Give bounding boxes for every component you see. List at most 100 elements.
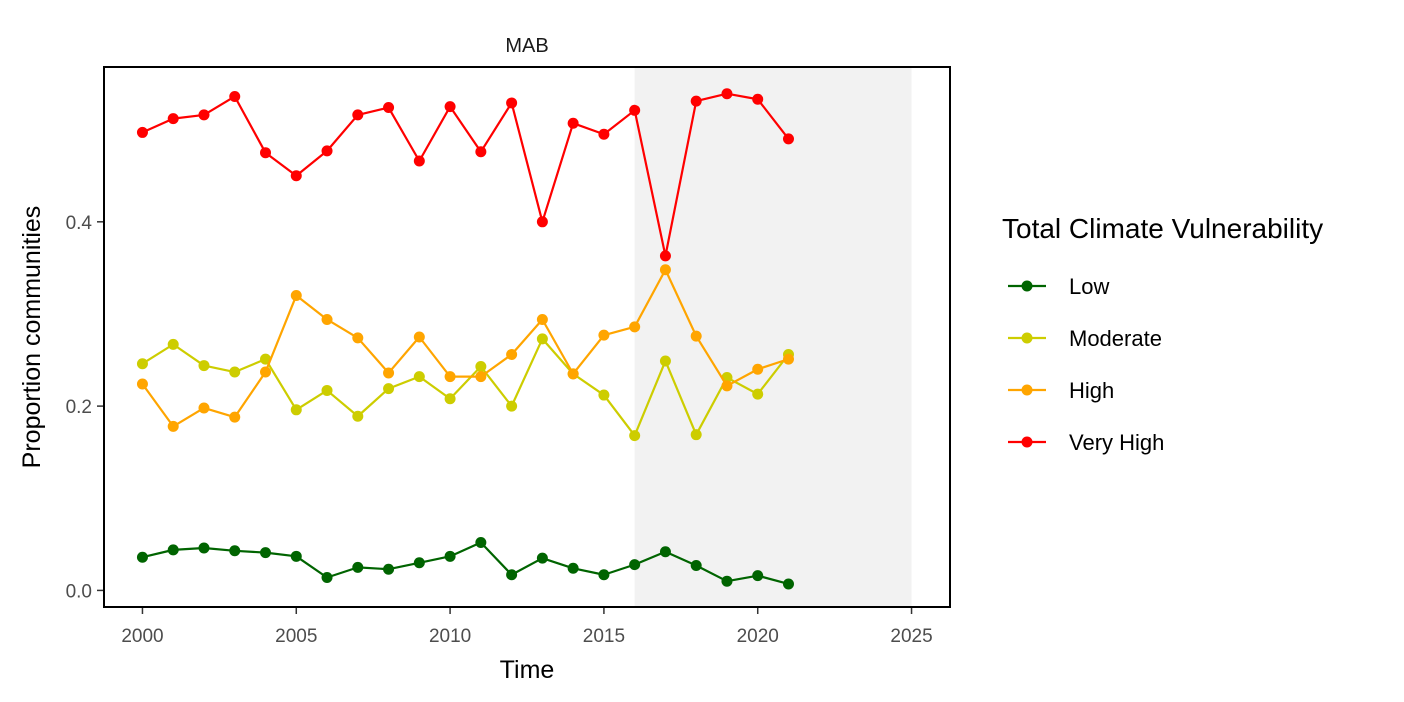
data-point-high — [567, 368, 579, 380]
legend-key-point-moderate — [1021, 332, 1033, 344]
data-point-high — [167, 420, 179, 432]
data-point-low — [198, 542, 210, 554]
data-point-low — [167, 544, 179, 556]
x-tick-label: 2025 — [890, 626, 932, 647]
data-point-low — [321, 572, 333, 584]
y-tick-label: 0.0 — [66, 581, 92, 602]
data-point-very-high — [629, 104, 641, 116]
series-line-very-high — [141, 92, 790, 258]
data-point-low — [506, 569, 518, 581]
legend-label-low: Low — [1069, 274, 1109, 299]
data-point-high — [782, 353, 794, 365]
data-point-low — [536, 552, 548, 564]
data-point-very-high — [567, 117, 579, 129]
data-point-moderate — [229, 366, 241, 378]
data-point-moderate — [690, 429, 702, 441]
legend-key-point-very-high — [1021, 436, 1033, 448]
legend-label-very-high: Very High — [1069, 430, 1164, 455]
data-point-high — [198, 402, 210, 414]
x-tick-label: 2005 — [275, 626, 317, 647]
data-point-high — [136, 378, 148, 390]
data-point-low — [290, 550, 302, 562]
data-point-very-high — [383, 102, 395, 114]
data-point-very-high — [290, 170, 302, 182]
panel-border — [103, 66, 951, 608]
data-point-moderate — [290, 404, 302, 416]
data-point-very-high — [198, 109, 210, 121]
x-tick-label: 2000 — [121, 626, 163, 647]
data-point-very-high — [260, 147, 272, 159]
data-point-very-high — [475, 146, 487, 158]
data-point-low — [444, 550, 456, 562]
y-tick-label: 0.4 — [66, 213, 93, 234]
data-point-high — [659, 264, 671, 276]
data-point-moderate — [629, 430, 641, 442]
series-line-high — [141, 268, 789, 428]
legend-key-point-low — [1021, 280, 1033, 292]
data-point-high — [690, 330, 702, 342]
data-point-low — [659, 546, 671, 558]
data-point-moderate — [536, 333, 548, 345]
data-point-very-high — [659, 250, 671, 262]
data-point-very-high — [690, 95, 702, 107]
data-point-low — [229, 545, 241, 557]
shaded-region — [634, 67, 912, 607]
data-point-low — [598, 569, 610, 581]
data-point-low — [136, 551, 148, 563]
data-point-very-high — [506, 97, 518, 109]
x-axis-title: Time — [500, 656, 555, 684]
data-point-high — [506, 349, 518, 361]
legend-label-moderate: Moderate — [1069, 326, 1162, 351]
data-point-high — [629, 321, 641, 333]
data-point-very-high — [444, 101, 456, 113]
data-point-high — [444, 371, 456, 383]
data-point-low — [567, 562, 579, 574]
data-point-moderate — [136, 358, 148, 370]
data-point-low — [260, 547, 272, 559]
legend-label-high: High — [1069, 378, 1114, 403]
y-axis-title: Proportion communities — [18, 206, 46, 469]
x-tick-label: 2020 — [737, 626, 779, 647]
data-point-high — [229, 411, 241, 423]
data-point-moderate — [413, 371, 425, 383]
data-point-high — [475, 371, 487, 383]
y-tick-label: 0.2 — [66, 397, 92, 418]
legend: Low Moderate High Very High — [1008, 274, 1164, 455]
data-point-moderate — [260, 353, 272, 365]
x-tick-label: 2010 — [429, 626, 471, 647]
data-point-moderate — [321, 384, 333, 396]
data-point-low — [782, 578, 794, 590]
data-point-high — [383, 367, 395, 379]
data-point-low — [629, 559, 641, 571]
data-point-moderate — [752, 388, 764, 400]
data-point-moderate — [167, 338, 179, 350]
data-point-moderate — [659, 355, 671, 367]
series-line-moderate — [141, 337, 790, 437]
data-point-very-high — [229, 90, 241, 102]
plot-area: 2000 2005 2010 2015 2020 2025 0.0 0.2 0.4 — [66, 66, 951, 647]
data-point-very-high — [167, 113, 179, 125]
data-point-high — [598, 329, 610, 341]
data-point-moderate — [475, 360, 487, 372]
data-point-very-high — [321, 145, 333, 157]
data-point-low — [752, 570, 764, 582]
data-point-high — [352, 332, 364, 344]
data-point-moderate — [598, 389, 610, 401]
data-point-moderate — [444, 393, 456, 405]
data-point-very-high — [136, 126, 148, 138]
data-point-high — [752, 363, 764, 375]
data-point-moderate — [383, 383, 395, 395]
data-point-very-high — [752, 93, 764, 105]
legend-key-point-high — [1021, 384, 1033, 396]
data-point-high — [260, 366, 272, 378]
data-point-very-high — [721, 88, 733, 100]
data-point-high — [413, 331, 425, 343]
legend-title: Total Climate Vulnerability — [1002, 213, 1323, 244]
data-point-low — [690, 560, 702, 572]
data-point-very-high — [598, 128, 610, 140]
data-point-moderate — [198, 360, 210, 372]
data-point-very-high — [413, 155, 425, 167]
data-point-very-high — [536, 216, 548, 228]
data-point-low — [475, 536, 487, 548]
